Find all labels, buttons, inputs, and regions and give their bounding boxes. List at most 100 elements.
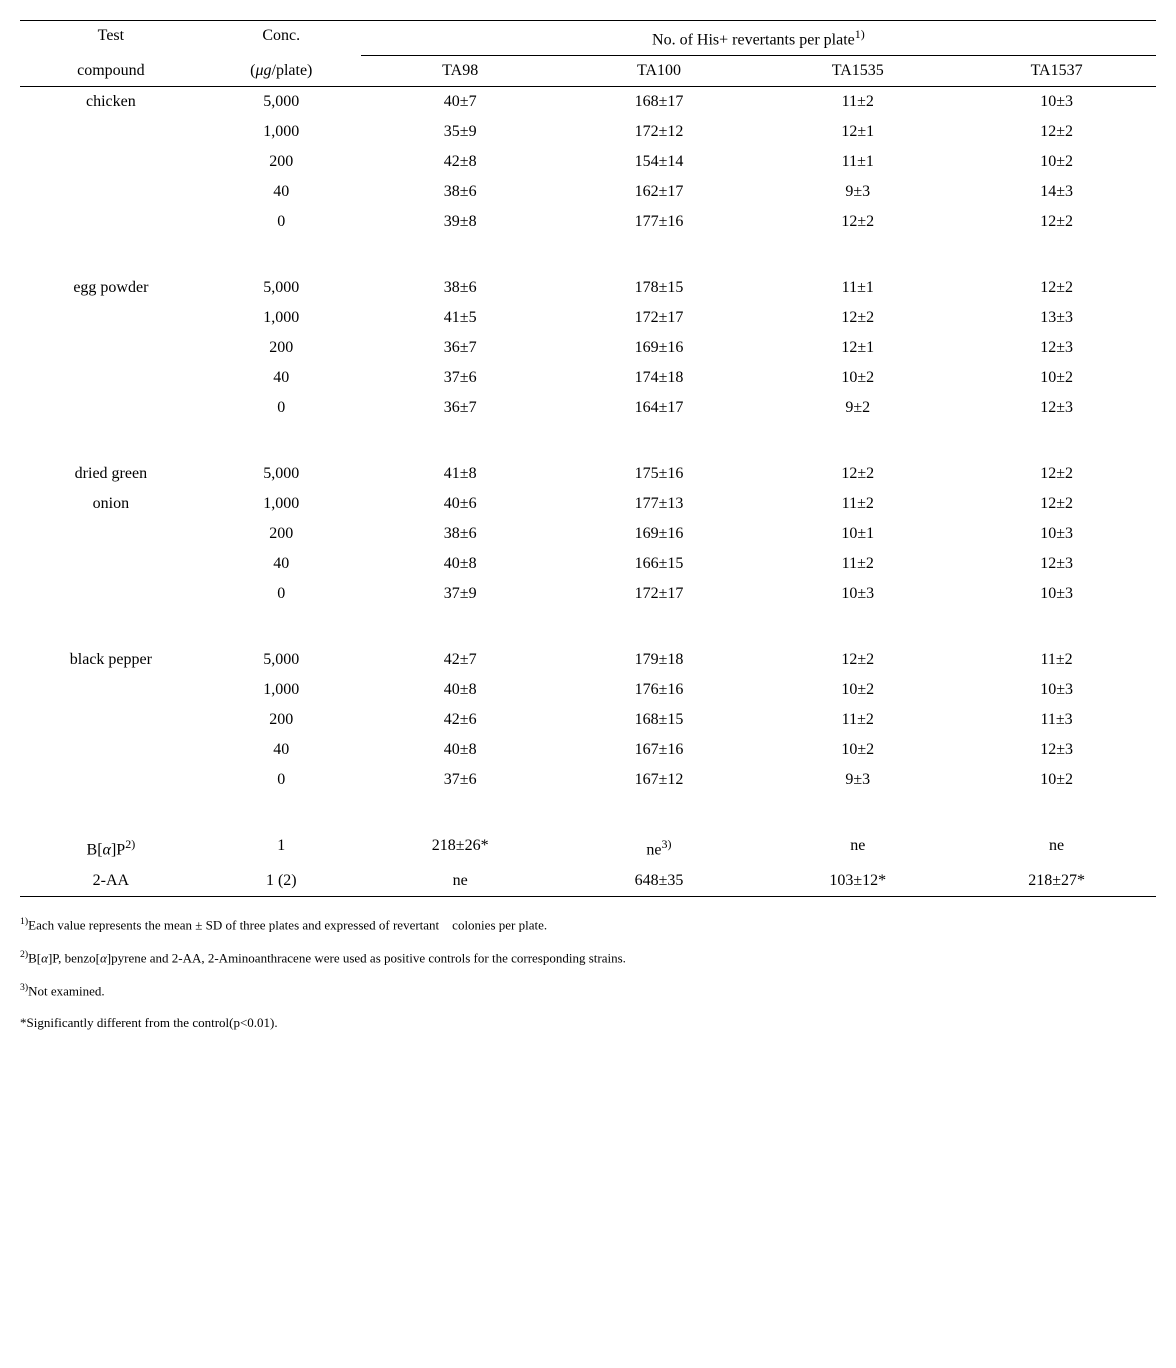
data-cell: 169±16 — [560, 519, 759, 549]
data-cell: 12±2 — [957, 207, 1156, 237]
data-cell: 9±3 — [758, 765, 957, 795]
data-cell: 10±3 — [957, 519, 1156, 549]
conc-value: 200 — [202, 519, 361, 549]
data-cell: 37±6 — [361, 363, 560, 393]
data-cell: 168±17 — [560, 87, 759, 118]
hdr-conc-line2: (μg/plate) — [202, 56, 361, 87]
data-cell: 154±14 — [560, 147, 759, 177]
data-cell: 41±8 — [361, 459, 560, 489]
conc-value: 1,000 — [202, 489, 361, 519]
hdr-col-ta1537: TA1537 — [957, 56, 1156, 87]
data-cell: 9±3 — [758, 177, 957, 207]
data-cell: 39±8 — [361, 207, 560, 237]
data-cell: 168±15 — [560, 705, 759, 735]
revertants-table: Test Conc. No. of His+ revertants per pl… — [20, 20, 1156, 897]
data-cell: 10±3 — [957, 675, 1156, 705]
data-cell: 38±6 — [361, 519, 560, 549]
data-cell: 172±17 — [560, 303, 759, 333]
data-cell: 11±3 — [957, 705, 1156, 735]
hdr-col-ta1535: TA1535 — [758, 56, 957, 87]
conc-value: 0 — [202, 393, 361, 423]
conc-value: 5,000 — [202, 645, 361, 675]
hdr-col-ta100: TA100 — [560, 56, 759, 87]
conc-value: 200 — [202, 147, 361, 177]
data-cell: 11±1 — [758, 147, 957, 177]
data-cell: 10±2 — [758, 735, 957, 765]
data-cell: 40±8 — [361, 735, 560, 765]
data-cell: 37±6 — [361, 765, 560, 795]
data-cell: 40±6 — [361, 489, 560, 519]
conc-value: 5,000 — [202, 273, 361, 303]
data-cell: 10±3 — [957, 87, 1156, 118]
conc-value: 200 — [202, 333, 361, 363]
conc-value: 40 — [202, 177, 361, 207]
data-cell: 42±8 — [361, 147, 560, 177]
compound-name: chicken — [20, 87, 202, 118]
data-cell: 41±5 — [361, 303, 560, 333]
data-cell: 40±7 — [361, 87, 560, 118]
data-cell: 178±15 — [560, 273, 759, 303]
data-cell: 179±18 — [560, 645, 759, 675]
conc-value: 5,000 — [202, 87, 361, 118]
data-cell: 11±2 — [957, 645, 1156, 675]
conc-value: 40 — [202, 363, 361, 393]
data-cell: 38±6 — [361, 273, 560, 303]
conc-value: 200 — [202, 705, 361, 735]
data-cell: 167±12 — [560, 765, 759, 795]
data-cell: 11±1 — [758, 273, 957, 303]
data-cell: 12±3 — [957, 393, 1156, 423]
conc-value: 5,000 — [202, 459, 361, 489]
data-cell: 11±2 — [758, 489, 957, 519]
hdr-col-ta98: TA98 — [361, 56, 560, 87]
hdr-test-line1: Test — [20, 21, 202, 56]
data-cell: 12±2 — [758, 207, 957, 237]
conc-value: 0 — [202, 579, 361, 609]
data-cell: 218±27* — [957, 866, 1156, 897]
data-cell: 162±17 — [560, 177, 759, 207]
data-cell: 42±6 — [361, 705, 560, 735]
data-cell: 11±2 — [758, 705, 957, 735]
data-cell: 172±17 — [560, 579, 759, 609]
control-name: 2-AA — [20, 866, 202, 897]
data-cell: 176±16 — [560, 675, 759, 705]
data-cell: 12±2 — [957, 489, 1156, 519]
data-cell: 10±2 — [758, 675, 957, 705]
data-cell: 174±18 — [560, 363, 759, 393]
data-cell: 13±3 — [957, 303, 1156, 333]
conc-value: 0 — [202, 207, 361, 237]
control-name: B[α]P2) — [20, 831, 202, 865]
data-cell: 166±15 — [560, 549, 759, 579]
data-cell: 36±7 — [361, 333, 560, 363]
data-cell: 169±16 — [560, 333, 759, 363]
footnote-3: 3)Not examined. — [20, 977, 1156, 1006]
data-cell: ne — [758, 831, 957, 865]
conc-value: 1,000 — [202, 675, 361, 705]
conc-value: 1 — [202, 831, 361, 865]
data-cell: 40±8 — [361, 675, 560, 705]
data-cell: ne — [361, 866, 560, 897]
data-cell: 10±2 — [758, 363, 957, 393]
data-cell: 103±12* — [758, 866, 957, 897]
data-cell: 10±2 — [957, 363, 1156, 393]
data-cell: 218±26* — [361, 831, 560, 865]
data-cell: 172±12 — [560, 117, 759, 147]
data-cell: 12±3 — [957, 735, 1156, 765]
data-cell: 167±16 — [560, 735, 759, 765]
data-cell: 648±35 — [560, 866, 759, 897]
conc-value: 40 — [202, 735, 361, 765]
data-cell: 12±3 — [957, 549, 1156, 579]
data-cell: 12±2 — [957, 459, 1156, 489]
data-cell: 12±2 — [758, 645, 957, 675]
data-cell: 10±1 — [758, 519, 957, 549]
compound-name: onion — [20, 489, 202, 519]
compound-name: black pepper — [20, 645, 202, 675]
data-cell: 10±2 — [957, 147, 1156, 177]
data-cell: 177±13 — [560, 489, 759, 519]
conc-value: 0 — [202, 765, 361, 795]
data-cell: 10±2 — [957, 765, 1156, 795]
data-cell: 42±7 — [361, 645, 560, 675]
data-cell: 12±2 — [957, 117, 1156, 147]
data-cell: 12±2 — [758, 459, 957, 489]
compound-name: egg powder — [20, 273, 202, 303]
data-cell: 175±16 — [560, 459, 759, 489]
